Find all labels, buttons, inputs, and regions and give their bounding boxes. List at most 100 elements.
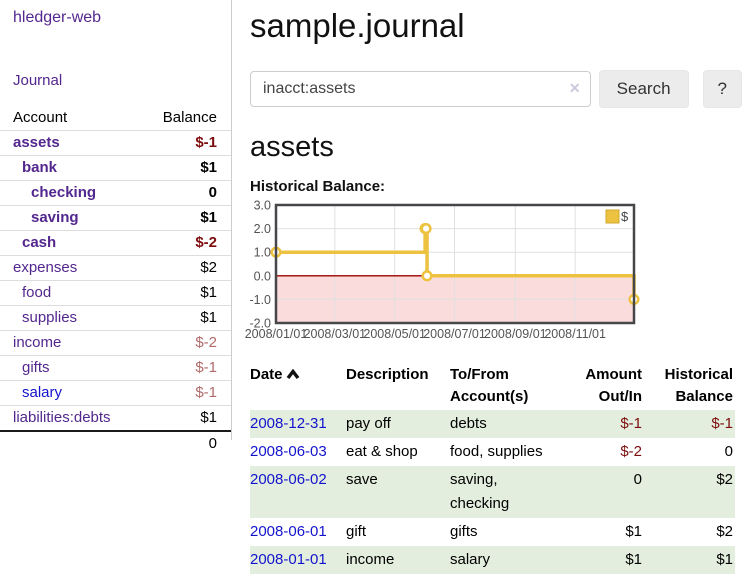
account-row: income $-2	[0, 330, 231, 356]
account-balance: $-1	[195, 134, 217, 151]
account-balance: $1	[200, 159, 217, 176]
legend-swatch	[605, 209, 620, 224]
account-link[interactable]: bank	[22, 159, 58, 176]
svg-text:2008/03/01: 2008/03/01	[304, 327, 367, 341]
account-heading: assets	[250, 131, 334, 163]
account-link[interactable]: expenses	[13, 259, 78, 276]
search-form: ✕ Search ?	[250, 70, 742, 108]
account-row: saving $1	[0, 205, 231, 231]
account-balance: $1	[200, 309, 217, 326]
transaction-description: income	[346, 551, 395, 568]
historical-balance-chart: $3.0 2.0 1.0 0.0 -1.0 -2.0 2008/01/01 2008/03/0…	[245, 199, 670, 350]
svg-text:-1.0: -1.0	[249, 293, 271, 307]
account-row: supplies $1	[0, 305, 231, 331]
transaction-amount: $1	[625, 523, 642, 540]
transaction-amount: $-1	[620, 415, 642, 432]
account-row: salary $-1	[0, 380, 231, 406]
transaction-accounts: salary	[450, 551, 491, 568]
col-header-amount: Amount Out/In	[585, 366, 642, 405]
account-row: assets $-1	[0, 130, 231, 156]
page-title: sample.journal	[250, 7, 465, 44]
transaction-date-link[interactable]: 2008-06-01	[250, 523, 327, 540]
svg-text:3.0: 3.0	[254, 199, 271, 213]
svg-text:2008/05/01: 2008/05/01	[363, 327, 426, 341]
clear-search-icon[interactable]: ✕	[568, 80, 581, 96]
register-row: 2008-01-01 income salary $1 $1	[250, 546, 735, 574]
register-row: 2008-12-31 pay off debts $-1 $-1	[250, 410, 735, 438]
search-box: ✕	[250, 71, 591, 107]
transaction-date-link[interactable]: 2008-12-31	[250, 415, 327, 432]
accounts-header-row: Account Balance	[0, 106, 231, 131]
accounts-total-value: 0	[208, 435, 217, 452]
app-brand-link[interactable]: hledger-web	[13, 9, 102, 26]
svg-text:1.0: 1.0	[254, 246, 271, 260]
svg-text:2.0: 2.0	[254, 222, 271, 236]
account-row: food $1	[0, 280, 231, 306]
accounts-header-balance: Balance	[162, 109, 217, 126]
account-balance: $1	[200, 284, 217, 301]
register-row: 2008-06-03 eat & shop food, supplies $-2 0	[250, 438, 735, 466]
account-row: liabilities:debts $1	[0, 405, 231, 432]
account-balance: $1	[200, 209, 217, 226]
account-link[interactable]: assets	[13, 134, 60, 151]
search-button[interactable]: Search	[598, 70, 689, 108]
nav-journal-link[interactable]: Journal	[13, 72, 63, 89]
accounts-header-account: Account	[13, 109, 68, 126]
register-row: 2008-06-01 gift gifts $1 $2	[250, 518, 735, 546]
account-row: expenses $2	[0, 255, 231, 281]
svg-text:2008/07/01: 2008/07/01	[423, 327, 486, 341]
register-row: 2008-06-02 save saving, checking 0 $2	[250, 466, 735, 518]
account-link[interactable]: gifts	[22, 359, 50, 376]
account-link[interactable]: food	[22, 284, 52, 301]
register-table: Date Description To/From Account(s) Amou…	[250, 364, 735, 574]
sidebar: hledger-web Journal Account Balance asse…	[0, 0, 232, 452]
main-content: sample.journal ✕ Search ? assets Histori…	[245, 0, 742, 574]
sort-ascending-icon	[286, 365, 300, 387]
account-balance: $-2	[195, 334, 217, 351]
transaction-balance: $-1	[711, 415, 733, 432]
search-input[interactable]	[250, 71, 591, 107]
transaction-amount: 0	[633, 471, 642, 488]
register-header-row: Date Description To/From Account(s) Amou…	[250, 364, 735, 410]
account-balance: $2	[200, 259, 217, 276]
transaction-description: pay off	[346, 415, 391, 432]
chart-legend: $	[605, 209, 629, 224]
transaction-description: gift	[346, 523, 367, 540]
account-link[interactable]: income	[13, 334, 62, 351]
transaction-balance: $2	[716, 471, 733, 488]
account-balance: $1	[200, 409, 217, 426]
col-header-description: Description	[346, 366, 429, 383]
account-balance: $-1	[195, 359, 217, 376]
account-link[interactable]: supplies	[22, 309, 78, 326]
transaction-description: save	[346, 471, 378, 488]
account-balance: $-2	[195, 234, 217, 251]
account-link[interactable]: liabilities:debts	[13, 409, 111, 426]
account-balance: 0	[208, 184, 217, 201]
help-button[interactable]: ?	[702, 70, 742, 108]
transaction-accounts: saving, checking	[450, 471, 510, 512]
account-link[interactable]: salary	[22, 384, 63, 401]
col-header-accounts: To/From Account(s)	[450, 366, 529, 405]
account-row: checking 0	[0, 180, 231, 206]
col-header-date[interactable]: Date	[250, 364, 346, 410]
transaction-balance: 0	[724, 443, 733, 460]
transaction-date-link[interactable]: 2008-06-02	[250, 471, 327, 488]
account-row: bank $1	[0, 155, 231, 181]
transaction-date-link[interactable]: 2008-06-03	[250, 443, 327, 460]
accounts-total-row: 0	[0, 431, 231, 456]
svg-text:2008/09/01: 2008/09/01	[484, 327, 547, 341]
legend-label: $	[621, 209, 629, 224]
svg-text:2008/11/01: 2008/11/01	[544, 327, 606, 341]
account-link[interactable]: checking	[31, 184, 97, 201]
transaction-description: eat & shop	[346, 443, 418, 460]
transaction-amount: $1	[625, 551, 642, 568]
transaction-balance: $2	[716, 523, 733, 540]
col-header-balance: Historical Balance	[664, 366, 733, 405]
account-link[interactable]: saving	[31, 209, 79, 226]
svg-text:-2.0: -2.0	[249, 317, 271, 331]
account-link[interactable]: cash	[22, 234, 57, 251]
transaction-date-link[interactable]: 2008-01-01	[250, 551, 327, 568]
accounts-table: Account Balance assets $-1 bank $1 checking 0…	[0, 106, 231, 456]
transaction-accounts: debts	[450, 415, 487, 432]
transaction-amount: $-2	[620, 443, 642, 460]
